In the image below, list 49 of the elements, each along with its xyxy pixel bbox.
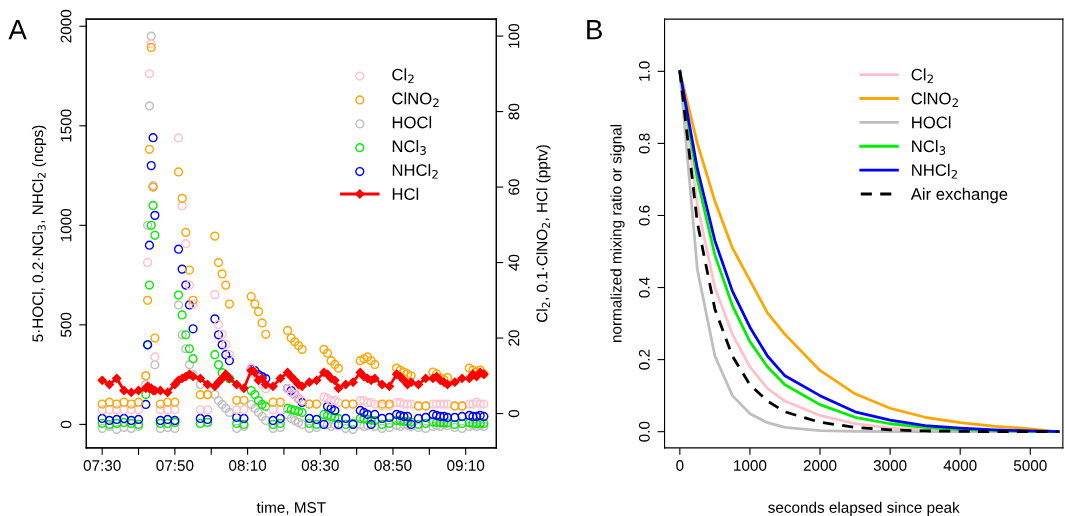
y2-axis-title: Cl$_{2}$, 0.1·ClNO$_{2}$, HCl (pptv): [536, 145, 551, 323]
legend-label: Cl$_{2}$: [911, 68, 933, 84]
x-axis-title: seconds elapsed since peak: [768, 501, 960, 516]
y-tick-label: 1500: [60, 109, 72, 142]
x-tick-label: 0: [676, 460, 684, 471]
x-tick-label: 3000: [873, 460, 907, 471]
x-tick-label: 1000: [734, 460, 767, 471]
x-axis-title: time, MST: [256, 501, 326, 515]
legend-label: Air exchange: [910, 187, 1008, 204]
y-tick-label: 0.2: [638, 349, 650, 370]
y2-tick-label: 0: [508, 409, 520, 418]
y2-tick-label: 40: [508, 254, 520, 271]
y2-tick-label: 60: [508, 179, 520, 195]
y2-tick-label: 80: [508, 103, 520, 120]
x-tick-label: 08:10: [229, 460, 267, 471]
x-tick-label: 07:50: [156, 460, 194, 471]
legend-label: ClNO$_{2}$: [911, 92, 958, 107]
legend-label: NCl$_{3}$: [392, 139, 426, 155]
x-tick-label: 08:50: [374, 460, 412, 471]
y-tick-label: 500: [60, 312, 72, 337]
legend-label: HOCl: [912, 116, 951, 129]
y2-tick-label: 20: [508, 330, 520, 346]
chart-title: B: [587, 20, 602, 40]
y-tick-label: 2000: [60, 9, 72, 43]
x-tick-label: 4000: [943, 460, 977, 471]
y2-tick-label: 100: [508, 23, 520, 48]
chart-title: A: [8, 20, 27, 40]
y-tick-label: 0.0: [638, 421, 650, 442]
line-series: [678, 69, 1060, 434]
legend-label: Cl$_{2}$: [392, 68, 414, 84]
x-tick-label: 09:10: [447, 460, 485, 471]
y-axis-title: normalized mixing ratio or signal: [610, 124, 625, 343]
legend-label: HCl: [392, 187, 419, 200]
y-tick-label: 0.8: [638, 133, 650, 154]
y-tick-label: 1.0: [638, 61, 650, 81]
y-tick-label: 0.4: [638, 277, 650, 298]
x-tick-label: 08:30: [301, 460, 339, 471]
legend-label: HOCl: [392, 116, 432, 129]
x-tick-label: 07:30: [83, 460, 121, 471]
y-axis-title: 5·HOCl, 0.2·NCl$_{3}$, NHCl$_{2}$ (ncps): [31, 125, 47, 342]
y-tick-label: 1000: [60, 208, 72, 242]
legend-label: NHCl$_{2}$: [392, 163, 438, 179]
legend-label: ClNO$_{2}$: [392, 92, 439, 107]
legend-label: NHCl$_{2}$: [912, 163, 957, 179]
x-tick-label: 5000: [1013, 460, 1047, 471]
y-tick-label: 0: [60, 420, 72, 429]
x-tick-label: 2000: [803, 460, 837, 471]
y-tick-label: 0.6: [638, 205, 650, 226]
legend-label: NCl$_{3}$: [912, 139, 946, 155]
